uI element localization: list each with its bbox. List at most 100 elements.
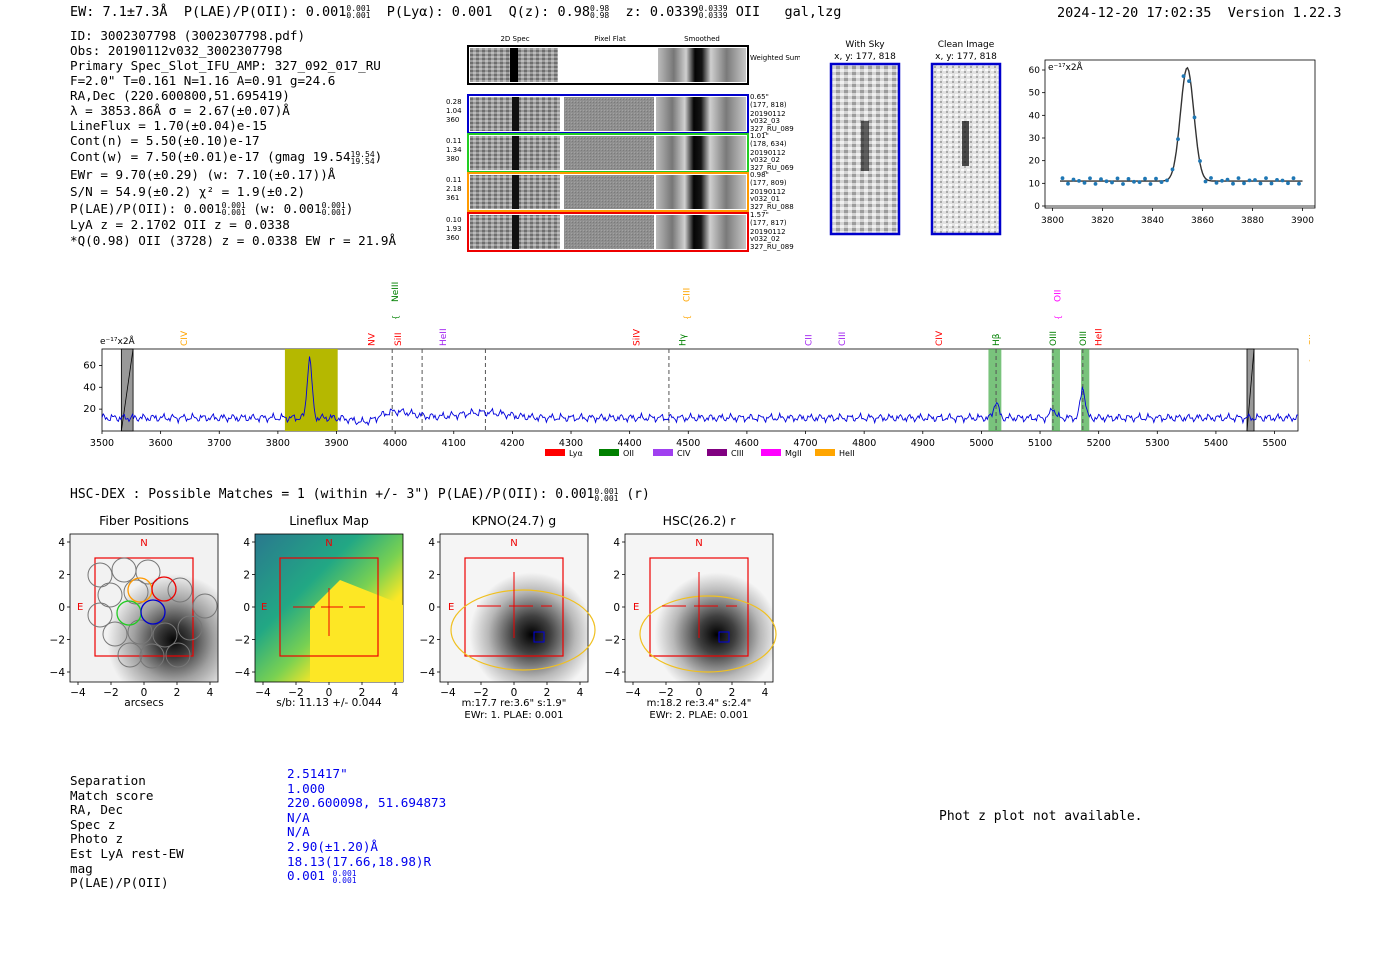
col-label-2dspec: 2D Spec (500, 35, 529, 43)
match-value-plae: 0.001 0.001 0.001 (287, 868, 446, 885)
fit-data-point (1214, 181, 1219, 185)
spectrum-line-label-text: CII (1309, 334, 1310, 346)
spectrum-xtick-label: 4000 (383, 438, 407, 449)
spectrum-line-label-text: HeII (1095, 328, 1105, 346)
fit-plot-axes (1044, 59, 1316, 209)
fit-data-point (1143, 176, 1147, 181)
det-line: RA,Dec (220.600800,51.695419) (70, 88, 290, 103)
panel3-north: N (510, 538, 517, 549)
clean-title: Clean Image (938, 40, 995, 50)
fit-data-point (1253, 178, 1257, 182)
header-line: OII (735, 4, 761, 20)
det-line: λ = 3853.86Å σ = 2.67(±0.07)Å (70, 103, 290, 118)
full-spectrum: CIV{NeIII{NV{SiII{HeII{SiIV{CIII{Hγ{CII{… (83, 282, 1310, 458)
with-sky-title: With Sky (845, 40, 885, 50)
weighted-2dspec-line (510, 48, 518, 82)
row4-left-2: 360 (446, 234, 459, 242)
match-plae-sub: 0.001 (332, 875, 357, 885)
match-value: 2.51417" (287, 766, 348, 781)
det-contw: Cont(w) = 7.50(±0.01)e-17 (gmag 19.5419.… (70, 149, 396, 165)
legend-label: MgII (785, 449, 802, 458)
spectrum-xtick-label: 4800 (852, 438, 876, 449)
fit-data-point (1247, 178, 1252, 183)
spectrum-line-label: CIII { (683, 288, 693, 320)
spectrum-line-label-text: SiIV (633, 328, 643, 346)
fit-xtick-label: 3840 (1141, 216, 1164, 226)
panel2-title: Lineflux Map (289, 513, 369, 528)
fit-plot-xticks: 3800 3820 3840 3860 3880 3900 (1041, 208, 1314, 226)
panel-xtick-label: 4 (577, 687, 584, 699)
row3-right-2: 20190112 (750, 188, 786, 196)
spectrum-xtick-label: 4500 (676, 438, 700, 449)
panel-ytick-label: 2 (613, 570, 620, 582)
fit-data-point (1110, 180, 1114, 185)
fit-ytick-label: 10 (1029, 179, 1041, 189)
row1-right-4: 327_RU_089 (750, 125, 794, 133)
panel-ytick-label: 0 (243, 602, 250, 614)
row1-right-0: 0.65" (750, 93, 769, 101)
panel3-caption-1: m:17.7 re:3.6" s:1.9" (462, 698, 567, 709)
panel-ytick-label: 2 (58, 570, 65, 582)
spectrum-ytick-label: 60 (83, 360, 96, 371)
panel-ytick-label: −4 (235, 667, 251, 679)
row1-line (512, 97, 519, 131)
header-z-sub: 0.0339 (698, 11, 728, 20)
fit-ytick-label: 50 (1029, 89, 1041, 99)
detection-info: ID: 3002307798 (3002307798.pdf) Obs: 201… (70, 28, 396, 248)
fit-data-point (1203, 179, 1208, 184)
fit-data-point (1187, 79, 1191, 83)
legend-label: OII (623, 449, 634, 458)
match-value: 1.000 (287, 780, 325, 796)
spectrum-legend: Lyα OII CIV CIII MgII HeII (545, 449, 855, 458)
spectrum-line-label-text: CII (805, 334, 815, 346)
header-flags: gal,lzg (784, 4, 842, 20)
spectrum-xtick-label: 4700 (793, 438, 817, 449)
det-contw-text: Cont(w) = 7.50(±0.01)e-17 (gmag 19.54 (70, 149, 351, 164)
row3-right-4: 327_RU_088 (750, 203, 794, 211)
header-qz-sup: 0.98 (589, 4, 610, 13)
fit-data-point (1077, 179, 1081, 183)
spectrum-line-label-mark: { (1309, 359, 1310, 364)
panel-ytick-label: −2 (605, 635, 620, 647)
fit-model-curve (1060, 66, 1303, 182)
panel-ytick-label: 2 (428, 570, 435, 582)
det-plae-b-sup: 0.001 (321, 201, 346, 210)
panel-xtick-label: −4 (625, 687, 641, 699)
fit-data-point (1220, 178, 1224, 183)
match-value: 2.90(±1.20)Å (287, 838, 378, 854)
header-qz: Q(z): 0.98 (508, 4, 590, 20)
col-label-pixelflat: Pixel Flat (594, 35, 626, 43)
row3-left-2: 361 (446, 194, 459, 202)
panel-xtick-label: 0 (696, 687, 703, 699)
det-ewr: EWr = 9.70(±0.29) (w: 7.10(±0.17))Å (70, 166, 336, 182)
panel-ytick-label: 2 (243, 570, 250, 582)
panel1-image (69, 533, 219, 683)
spectrum-line-label: OII { (1054, 290, 1064, 320)
clean-source (962, 121, 969, 166)
fit-data-point (1060, 176, 1065, 181)
fit-data-point (1198, 159, 1202, 163)
match-value: N/A (287, 824, 310, 840)
panel-fiber-positions: Fiber Positions N E arcsecs (69, 513, 219, 709)
header-stamp: 2024-12-20 17:02:35 Version 1.22.3 (1057, 5, 1342, 21)
spectrum-xtick-label: 5200 (1087, 438, 1111, 449)
fit-ytick-label: 40 (1029, 111, 1041, 121)
spectrum-xtick-label: 4200 (500, 438, 524, 449)
det-plae-b: (w: 0.001 (253, 200, 322, 216)
fit-data-point (1264, 176, 1268, 181)
weighted-smoothed (658, 48, 746, 82)
det-line: LineFlux = 1.70(±0.04)e-15 (70, 118, 268, 133)
panel-xtick-label: 2 (174, 687, 181, 699)
spectrum-xtick-label: 5500 (1262, 438, 1286, 449)
band-masked-hatch (1246, 348, 1255, 432)
spectrum-xtick-label: 4400 (618, 438, 642, 449)
fit-data-point (1231, 181, 1235, 186)
row1-right-1: (177, 818) (750, 101, 787, 109)
panel-ytick-label: 4 (243, 537, 250, 549)
col-label-smoothed: Smoothed (684, 35, 720, 43)
row4-right-1: (177, 817) (750, 219, 787, 227)
match-values: 2.51417" 1.000 220.600098, 51.694873 N/A… (287, 766, 446, 885)
det-line: Cont(n) = 5.50(±0.10)e-17 (70, 133, 260, 148)
fiber-circles (87, 557, 218, 669)
row3-right-1: (177, 809) (750, 179, 787, 187)
